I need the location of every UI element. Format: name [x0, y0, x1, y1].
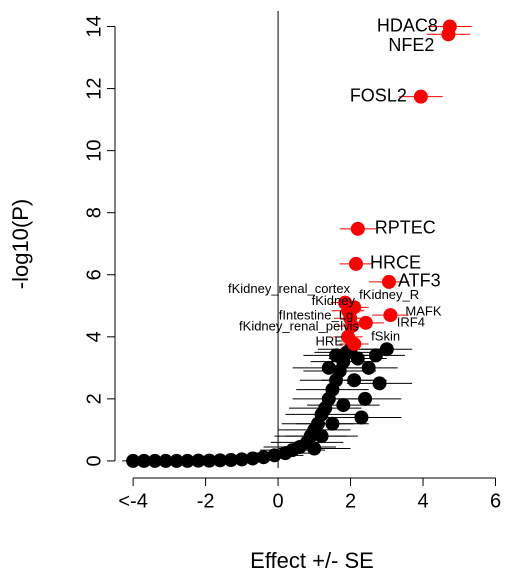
point-label: fIntestine_Lg: [279, 308, 353, 323]
x-tick-label: -2: [197, 490, 215, 512]
point: [158, 453, 173, 468]
point-label: FOSL2: [350, 85, 407, 105]
point: [213, 453, 228, 468]
point-label: fKidney_renal_pelvis: [239, 318, 359, 333]
x-tick-label: <-4: [118, 490, 147, 512]
point: [126, 453, 141, 468]
point: [372, 376, 387, 391]
point: [223, 453, 238, 468]
point: [381, 274, 396, 289]
point: [202, 453, 217, 468]
point: [307, 441, 322, 456]
point: [347, 336, 362, 351]
point: [314, 429, 329, 444]
point: [354, 410, 369, 425]
point-label: NFE2: [388, 35, 434, 55]
point: [191, 453, 206, 468]
point: [441, 27, 456, 42]
point: [413, 89, 428, 104]
point: [350, 351, 365, 366]
point: [234, 452, 249, 467]
point-label: MAFK: [405, 304, 441, 319]
point: [267, 448, 282, 463]
point: [180, 453, 195, 468]
point-label: IRF4: [397, 314, 425, 329]
point: [358, 315, 373, 330]
point-label: fSkin: [371, 328, 400, 343]
point-label: fKidney: [312, 293, 356, 308]
y-tick-label: 10: [83, 140, 105, 162]
y-tick-label: 12: [83, 77, 105, 99]
point: [361, 360, 376, 375]
point: [256, 450, 271, 465]
point-label: RPTEC: [375, 218, 436, 238]
x-tick-label: 6: [490, 490, 501, 512]
point: [147, 453, 162, 468]
point: [348, 256, 363, 271]
point-label: HDAC8: [377, 15, 438, 35]
point-label: fKidney_renal_cortex: [228, 281, 351, 296]
y-tick-label: 4: [83, 331, 105, 342]
y-tick-label: 0: [83, 455, 105, 466]
x-axis-title: Effect +/- SE: [250, 548, 374, 573]
point: [136, 453, 151, 468]
y-tick-label: 14: [83, 15, 105, 37]
y-tick-label: 6: [83, 269, 105, 280]
point: [336, 398, 351, 413]
point: [368, 348, 383, 363]
y-tick-label: 8: [83, 207, 105, 218]
point: [169, 453, 184, 468]
point-label: HRE: [316, 333, 344, 348]
point-label: HRCE: [370, 253, 421, 273]
x-tick-label: 4: [417, 490, 428, 512]
point: [345, 318, 359, 333]
point: [347, 373, 362, 388]
point: [325, 416, 340, 431]
point: [379, 342, 394, 357]
point-label: ATF3: [398, 271, 441, 291]
point: [245, 451, 260, 466]
y-axis-title: -log10(P): [8, 199, 33, 289]
point: [383, 308, 398, 323]
point: [358, 391, 373, 406]
point: [347, 300, 362, 315]
y-tick-label: 2: [83, 393, 105, 404]
x-tick-label: 2: [345, 490, 356, 512]
point: [329, 348, 344, 363]
x-tick-label: 0: [273, 490, 284, 512]
point: [321, 360, 336, 375]
point: [350, 221, 365, 236]
point-label: fKidney_R: [359, 287, 419, 302]
